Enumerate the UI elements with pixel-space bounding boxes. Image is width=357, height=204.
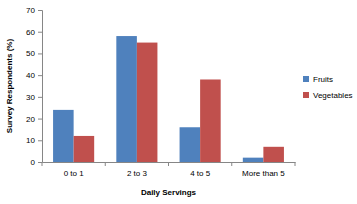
y-tick-label: 40 bbox=[26, 71, 35, 80]
y-axis-line bbox=[38, 11, 43, 163]
y-tick-mark bbox=[38, 140, 42, 141]
y-tick: 60 bbox=[26, 28, 42, 37]
chart: 0 10 20 30 40 50 60 70 0 to 1 2 to 3 4 to 5 More th… bbox=[0, 0, 357, 204]
legend-item: Vegetables bbox=[303, 91, 353, 100]
bar bbox=[53, 110, 74, 162]
y-tick-label: 70 bbox=[26, 6, 35, 15]
bar bbox=[263, 147, 284, 162]
legend-label: Fruits bbox=[313, 75, 333, 84]
y-tick-label: 0 bbox=[31, 158, 36, 167]
bar bbox=[116, 36, 137, 162]
x-tick-label: More than 5 bbox=[242, 169, 285, 178]
bar bbox=[200, 79, 221, 162]
x-tick-label: 0 to 1 bbox=[64, 169, 85, 178]
x-separator bbox=[42, 162, 43, 166]
y-tick: 10 bbox=[26, 136, 42, 145]
x-tick: 2 to 3 bbox=[127, 162, 148, 178]
bar bbox=[137, 43, 158, 162]
legend-label: Vegetables bbox=[313, 91, 353, 100]
y-tick-label: 60 bbox=[26, 28, 35, 37]
y-tick-mark bbox=[38, 97, 42, 98]
plot: 0 10 20 30 40 50 60 70 0 to 1 2 to 3 4 to 5 More th… bbox=[26, 6, 295, 178]
y-tick: 50 bbox=[26, 49, 42, 58]
legend-item: Fruits bbox=[303, 75, 333, 84]
y-tick: 70 bbox=[26, 6, 42, 15]
y-tick-mark bbox=[38, 75, 42, 76]
y-tick: 30 bbox=[26, 93, 42, 102]
bars bbox=[53, 36, 284, 162]
x-separator bbox=[295, 162, 296, 166]
x-tick: More than 5 bbox=[242, 162, 285, 178]
y-tick-mark bbox=[38, 119, 42, 120]
x-separator bbox=[231, 162, 232, 166]
x-separator bbox=[168, 162, 169, 166]
y-tick: 40 bbox=[26, 71, 42, 80]
y-tick: 0 bbox=[31, 158, 42, 167]
y-tick-label: 20 bbox=[26, 115, 35, 124]
bar bbox=[180, 127, 201, 162]
legend: Fruits Vegetables bbox=[303, 75, 353, 100]
bar bbox=[243, 158, 264, 162]
y-tick-label: 10 bbox=[26, 136, 35, 145]
y-tick-mark bbox=[38, 53, 42, 54]
x-axis: 0 to 1 2 to 3 4 to 5 More than 5 bbox=[42, 162, 296, 178]
y-axis: 0 10 20 30 40 50 60 70 bbox=[26, 6, 42, 167]
y-axis-title: Survey Respondents (%) bbox=[5, 39, 14, 134]
legend-swatch bbox=[303, 92, 309, 98]
bar bbox=[74, 136, 95, 162]
y-tick-mark bbox=[38, 32, 42, 33]
x-tick-label: 4 to 5 bbox=[190, 169, 211, 178]
x-tick-label: 2 to 3 bbox=[127, 169, 148, 178]
x-separator bbox=[105, 162, 106, 166]
y-tick-mark bbox=[38, 162, 42, 163]
legend-swatch bbox=[303, 76, 309, 82]
x-tick: 0 to 1 bbox=[64, 162, 85, 178]
y-tick-label: 30 bbox=[26, 93, 35, 102]
y-tick-label: 50 bbox=[26, 49, 35, 58]
x-tick: 4 to 5 bbox=[190, 162, 211, 178]
y-tick: 20 bbox=[26, 115, 42, 124]
y-tick-mark bbox=[38, 10, 42, 11]
x-axis-title: Daily Servings bbox=[141, 188, 197, 197]
